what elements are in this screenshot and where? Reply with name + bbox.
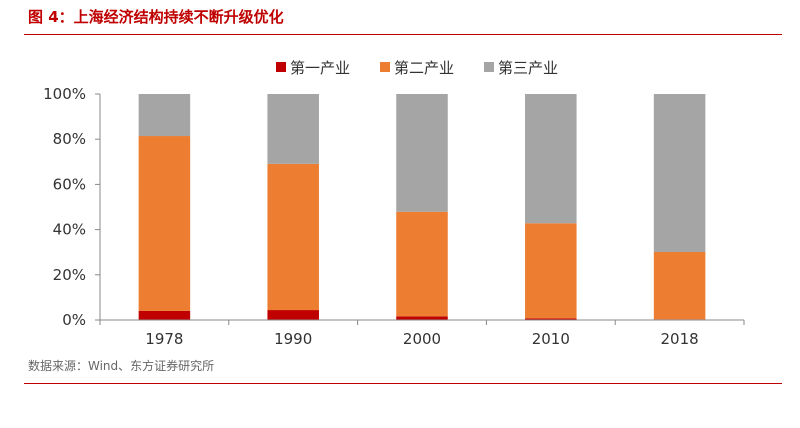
title-divider (24, 34, 782, 35)
legend-swatch (276, 62, 286, 72)
bar-segment (267, 163, 319, 311)
y-tick-label: 100% (43, 85, 86, 103)
x-tick-label: 1978 (145, 330, 183, 348)
source-note: 数据来源：Wind、东方证券研究所 (28, 359, 215, 373)
legend-label: 第一产业 (290, 59, 350, 77)
bar-segment (138, 136, 191, 311)
stacked-bar-chart: 第一产业 第二产业 第三产业 0% 20% 40% 60% 80% 100% 1978 1990… (43, 59, 745, 348)
x-axis: 1978 1990 2000 2010 2018 (99, 319, 745, 348)
y-tick-label: 80% (53, 130, 86, 148)
bar-segment (138, 94, 191, 137)
bar-segment (525, 223, 577, 319)
footer-divider (24, 383, 782, 384)
chart-legend: 第一产业 第二产业 第三产业 (276, 59, 558, 77)
bar-segment (138, 310, 191, 320)
y-tick-label: 20% (53, 266, 86, 284)
legend-label: 第三产业 (498, 59, 558, 77)
figure-title: 图 4：上海经济结构持续不断升级优化 (28, 8, 284, 26)
y-tick-label: 40% (53, 221, 86, 239)
bar-segment (267, 310, 319, 320)
bar-segment (267, 94, 319, 164)
x-tick-label: 1990 (274, 330, 312, 348)
bar-segment (525, 318, 577, 320)
bars (138, 94, 706, 320)
y-tick-label: 60% (53, 175, 86, 193)
bar-segment (653, 94, 706, 252)
x-tick-label: 2010 (532, 330, 570, 348)
bar-segment (396, 94, 448, 212)
legend-swatch (484, 62, 494, 72)
bar-segment (396, 316, 448, 320)
x-tick-label: 2018 (661, 330, 699, 348)
bar-segment (653, 251, 706, 320)
y-axis: 0% 20% 40% 60% 80% 100% (43, 85, 101, 329)
y-tick-label: 0% (62, 311, 86, 329)
legend-label: 第二产业 (394, 59, 454, 77)
x-tick-label: 2000 (403, 330, 441, 348)
legend-swatch (380, 62, 390, 72)
bar-segment (396, 211, 448, 317)
bar-segment (525, 94, 577, 224)
